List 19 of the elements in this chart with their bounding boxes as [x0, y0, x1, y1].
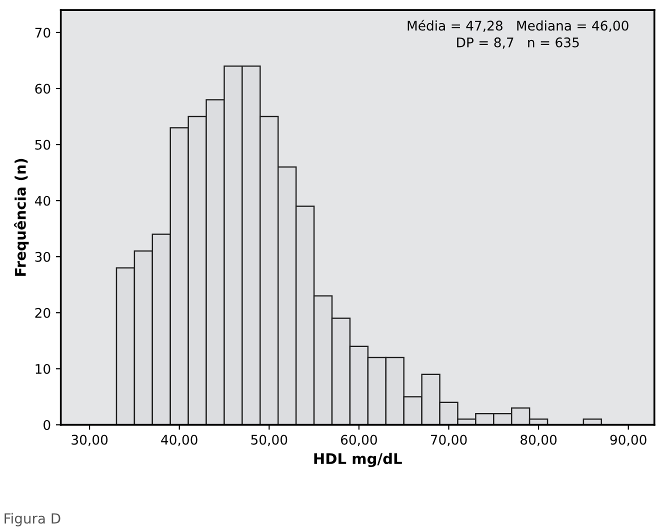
y-tick-label: 60: [35, 84, 50, 94]
annotation: Média = 47,28 Mediana = 46,00 DP = 8,7 n = 635: [408, 20, 628, 49]
text: Figura D: [4, 512, 60, 526]
x-tick-label: 60,00: [340, 434, 377, 446]
x-tick-label: 40,00: [161, 434, 198, 446]
y-tick-label: 50: [35, 140, 50, 150]
y-tick-label: 30: [35, 252, 50, 262]
y-tick-label: 40: [34, 196, 50, 206]
x-tick-label: 80,00: [520, 434, 557, 446]
x-tick-label: 50,00: [251, 434, 288, 446]
x-tick-label: 70,00: [430, 434, 467, 446]
y-tick-label: 10: [36, 364, 50, 374]
y-tick-label: 0: [44, 420, 50, 430]
x-tick-label: 30,00: [72, 434, 108, 446]
y-tick-label: 70: [35, 28, 50, 38]
x-axis-title: HDL mg/dL: [314, 452, 402, 468]
x-tick-label: 90,00: [610, 434, 646, 446]
y-axis-title: Frequência (n): [14, 158, 29, 276]
y-tick-label: 20: [35, 308, 50, 318]
